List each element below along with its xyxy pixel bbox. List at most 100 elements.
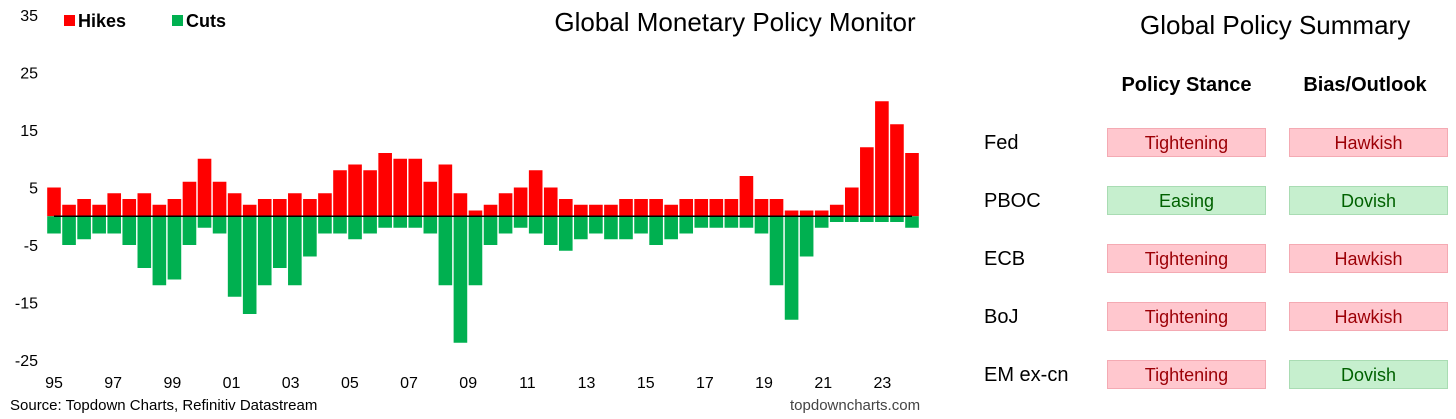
row-label: EM ex-cn [984, 364, 1069, 386]
x-tick-label: 05 [341, 375, 359, 392]
x-tick-label: 97 [104, 375, 122, 392]
bar-cuts [348, 216, 362, 240]
bar-hikes [62, 204, 76, 217]
bar-hikes [784, 210, 799, 217]
bar-cuts [423, 216, 438, 234]
policy-stance-cell: Easing [1107, 186, 1266, 215]
bar-hikes [197, 158, 212, 217]
bar-hikes [875, 101, 889, 217]
bar-hikes [513, 187, 528, 217]
bar-hikes [694, 199, 709, 217]
bar-hikes [182, 181, 197, 217]
bar-cuts [62, 216, 76, 245]
bar-cuts [784, 216, 799, 320]
bar-cuts [137, 216, 152, 268]
bias-outlook-cell: Dovish [1289, 186, 1448, 215]
bar-hikes [438, 164, 453, 217]
bar-hikes [799, 210, 814, 217]
bar-hikes [664, 204, 678, 217]
y-tick-label: -25 [15, 353, 38, 370]
bar-hikes [709, 199, 724, 217]
bar-hikes [649, 199, 663, 217]
bar-cuts [483, 216, 498, 245]
bar-hikes [77, 199, 91, 217]
x-tick-label: 99 [163, 375, 181, 392]
bar-cuts [769, 216, 784, 286]
bar-hikes [92, 204, 106, 217]
x-tick-label: 13 [578, 375, 596, 392]
bar-cuts [694, 216, 709, 228]
policy-stance-cell: Tightening [1107, 128, 1266, 157]
bar-hikes [393, 158, 408, 217]
summary-title: Global Policy Summary [1140, 10, 1411, 40]
bar-hikes [227, 193, 242, 217]
bar-cuts [724, 216, 739, 228]
bar-hikes [574, 204, 588, 217]
row-label: PBOC [984, 190, 1041, 212]
x-tick-label: 09 [459, 375, 477, 392]
bar-cuts [739, 216, 754, 228]
y-tick-label: 5 [29, 181, 38, 198]
bar-cuts [513, 216, 528, 228]
bar-cuts [829, 216, 844, 222]
bar-hikes [634, 199, 648, 217]
bar-hikes [167, 199, 182, 217]
bar-cuts [649, 216, 663, 245]
bar-hikes [860, 147, 874, 217]
legend-swatch-cuts [172, 15, 183, 26]
bar-hikes [363, 170, 377, 217]
bar-cuts [288, 216, 302, 286]
x-tick-label: 17 [696, 375, 714, 392]
x-tick-label: 07 [400, 375, 418, 392]
bar-cuts [378, 216, 392, 228]
bar-hikes [272, 199, 287, 217]
bias-outlook-cell: Hawkish [1289, 302, 1448, 331]
bar-cuts [212, 216, 227, 234]
y-tick-label: 25 [20, 66, 38, 83]
bar-cuts [393, 216, 408, 228]
bar-hikes [604, 204, 618, 217]
legend: Hikes Cuts [64, 11, 226, 31]
bar-hikes [152, 204, 167, 217]
bar-cuts [47, 216, 61, 234]
bar-hikes [679, 199, 694, 217]
y-tick-label: 15 [20, 123, 38, 140]
bar-cuts [197, 216, 212, 228]
bar-hikes [47, 187, 61, 217]
bar-hikes [122, 199, 137, 217]
x-tick-label: 19 [755, 375, 773, 392]
bar-hikes [619, 199, 633, 217]
bar-cuts [619, 216, 633, 240]
bar-hikes [483, 204, 498, 217]
bar-hikes [498, 193, 513, 217]
bar-hikes [905, 153, 919, 217]
bar-cuts [152, 216, 167, 286]
bar-cuts [664, 216, 678, 240]
bar-hikes [769, 199, 784, 217]
bar-cuts [574, 216, 588, 240]
bar-hikes [378, 153, 392, 217]
bar-hikes [739, 176, 754, 217]
bar-cuts [453, 216, 468, 343]
bias-outlook-cell: Hawkish [1289, 128, 1448, 157]
bias-outlook-cell: Hawkish [1289, 244, 1448, 273]
bar-cuts [318, 216, 332, 234]
bar-hikes [288, 193, 302, 217]
bar-cuts [844, 216, 859, 222]
bar-hikes [453, 193, 468, 217]
bar-cuts [227, 216, 242, 297]
bar-cuts [875, 216, 889, 222]
bar-cuts [543, 216, 558, 245]
bar-hikes [107, 193, 122, 217]
bar-cuts [272, 216, 287, 268]
bar-cuts [333, 216, 347, 234]
bars [47, 101, 919, 343]
legend-swatch-hikes [64, 15, 75, 26]
policy-stance-cell: Tightening [1107, 302, 1266, 331]
row-label: BoJ [984, 306, 1019, 328]
policy-stance-cell: Tightening [1107, 360, 1266, 389]
bar-cuts [890, 216, 904, 222]
bar-hikes [242, 204, 257, 217]
bar-cuts [122, 216, 137, 245]
chart-title: Global Monetary Policy Monitor [554, 7, 916, 37]
